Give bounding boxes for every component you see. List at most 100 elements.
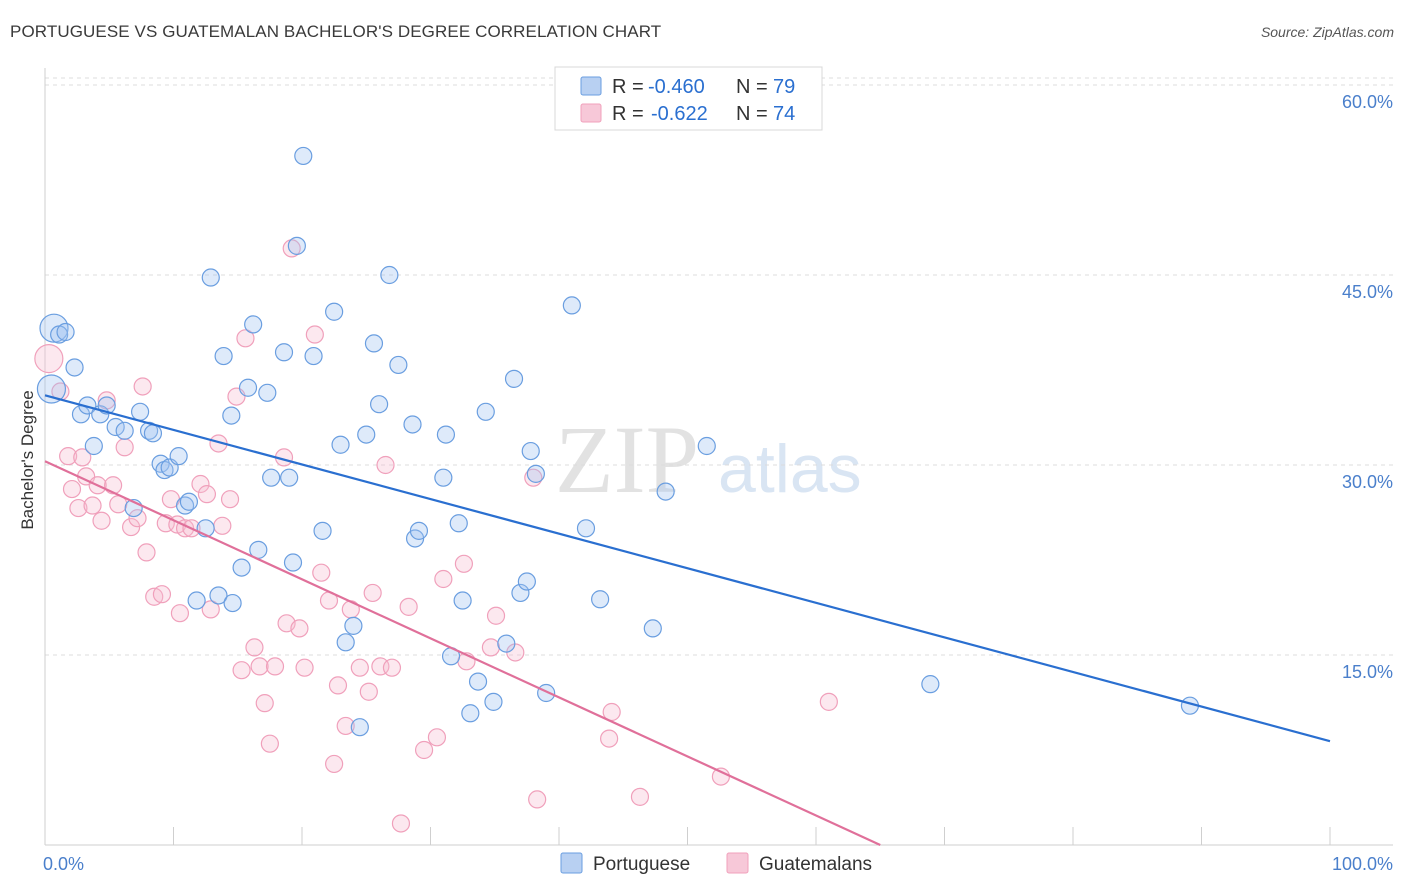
portuguese-point xyxy=(115,421,134,440)
portuguese-point xyxy=(325,302,344,321)
guatemalan-point xyxy=(528,790,547,809)
legend-n-label-2: N = xyxy=(736,103,768,125)
legend-n-value-1: 79 xyxy=(773,76,795,98)
legend-r-label-1: R = xyxy=(612,76,644,98)
bottom-legend-swatch-guatemalan xyxy=(726,852,749,874)
portuguese-point xyxy=(409,521,429,540)
guatemalan-point xyxy=(245,638,264,657)
portuguese-point xyxy=(201,268,220,287)
guatemalan-point xyxy=(250,657,269,676)
portuguese-point xyxy=(283,553,303,572)
portuguese-point xyxy=(380,265,399,285)
portuguese-point xyxy=(461,704,480,723)
portuguese-point xyxy=(274,343,294,362)
watermark-zip: ZIP xyxy=(555,406,699,513)
portuguese-point xyxy=(155,460,174,480)
x-tick-label-max: 100.0% xyxy=(1332,854,1393,874)
guatemalan-point xyxy=(197,485,217,504)
guatemalan-point xyxy=(399,597,418,616)
guatemalan-point xyxy=(359,682,378,701)
legend-r-value-2: -0.622 xyxy=(651,103,708,125)
portuguese-point xyxy=(576,519,596,538)
chart-title: PORTUGUESE VS GUATEMALAN BACHELOR'S DEGR… xyxy=(10,22,662,41)
legend-swatch-guatemalan xyxy=(580,103,602,123)
guatemalan-point xyxy=(201,600,220,619)
portuguese-point xyxy=(389,355,408,375)
portuguese-point xyxy=(331,435,350,454)
portuguese-point xyxy=(232,558,251,577)
portuguese-point xyxy=(336,633,355,652)
portuguese-point xyxy=(591,590,610,609)
portuguese-point xyxy=(562,296,581,315)
guatemalan-point xyxy=(92,511,111,530)
guatemalan-point xyxy=(115,438,134,457)
y-tick-label: 30.0% xyxy=(1342,472,1393,492)
guatemalan-point xyxy=(265,657,285,676)
guatemalan-trend-line xyxy=(44,460,881,846)
guatemalan-point xyxy=(382,658,402,677)
guatemalan-point xyxy=(69,498,88,518)
portuguese-point xyxy=(357,425,376,444)
portuguese-point xyxy=(344,616,363,635)
guatemalan-point xyxy=(260,734,279,753)
portuguese-point xyxy=(294,146,313,166)
guatemalan-point xyxy=(376,455,395,475)
portuguese-point xyxy=(453,591,472,610)
portuguese-point xyxy=(364,334,384,353)
guatemalan-point xyxy=(434,569,453,589)
portuguese-point xyxy=(244,315,263,334)
portuguese-point xyxy=(238,378,258,397)
portuguese-point xyxy=(350,718,369,737)
portuguese-point xyxy=(434,468,453,487)
guatemalan-point xyxy=(282,239,301,258)
guatemalan-point xyxy=(170,604,190,623)
guatemalan-point xyxy=(59,447,78,466)
portuguese-point xyxy=(517,572,536,591)
guatemalan-point xyxy=(83,496,102,515)
portuguese-point xyxy=(179,492,199,511)
y-tick-label: 60.0% xyxy=(1342,92,1393,112)
legend-n-value-2: 74 xyxy=(773,103,795,125)
stats-legend: R = -0.460 N = 79 R = -0.622 N = 74 xyxy=(554,66,823,131)
portuguese-point xyxy=(656,482,675,501)
guatemalan-point xyxy=(236,329,255,348)
guatemalan-point xyxy=(486,606,506,625)
portuguese-point xyxy=(497,634,516,653)
guatemalan-point xyxy=(255,694,274,713)
guatemalan-point xyxy=(290,619,309,638)
axes xyxy=(44,68,1393,846)
guatemalan-point xyxy=(819,692,838,711)
y-tick-label: 45.0% xyxy=(1342,282,1393,302)
guatemalan-point xyxy=(34,344,64,374)
portuguese-point xyxy=(504,369,524,388)
guatemalan-point xyxy=(137,543,156,562)
portuguese-point xyxy=(56,322,75,342)
guatemalan-point xyxy=(232,661,251,680)
guatemalan-point xyxy=(481,638,500,657)
guatemalan-point xyxy=(630,787,650,806)
guatemalan-point xyxy=(295,658,314,677)
y-axis-label: Bachelor's Degree xyxy=(18,390,37,529)
guatemalan-point xyxy=(350,658,369,677)
x-tick-label-min: 0.0% xyxy=(43,854,84,874)
portuguese-point xyxy=(921,675,940,694)
portuguese-point xyxy=(511,583,530,603)
guatemalan-point xyxy=(600,729,619,748)
portuguese-point xyxy=(209,586,228,605)
guatemalan-point xyxy=(312,563,331,582)
guatemalan-point xyxy=(128,509,147,528)
guatemalan-point xyxy=(220,490,240,509)
portuguese-point xyxy=(262,468,281,487)
portuguese-point xyxy=(36,374,67,404)
legend-r-value-1: -0.460 xyxy=(648,76,705,98)
portuguese-point xyxy=(643,619,662,638)
guatemalan-point xyxy=(363,583,382,603)
bottom-legend-portuguese: Portuguese xyxy=(593,854,690,875)
portuguese-point xyxy=(222,406,241,425)
guatemalan-point xyxy=(133,377,152,396)
portuguese-trend-line xyxy=(44,394,1331,743)
portuguese-point xyxy=(84,436,103,456)
guatemalan-point xyxy=(73,448,92,467)
bottom-legend-guatemalan: Guatemalans xyxy=(759,854,872,875)
